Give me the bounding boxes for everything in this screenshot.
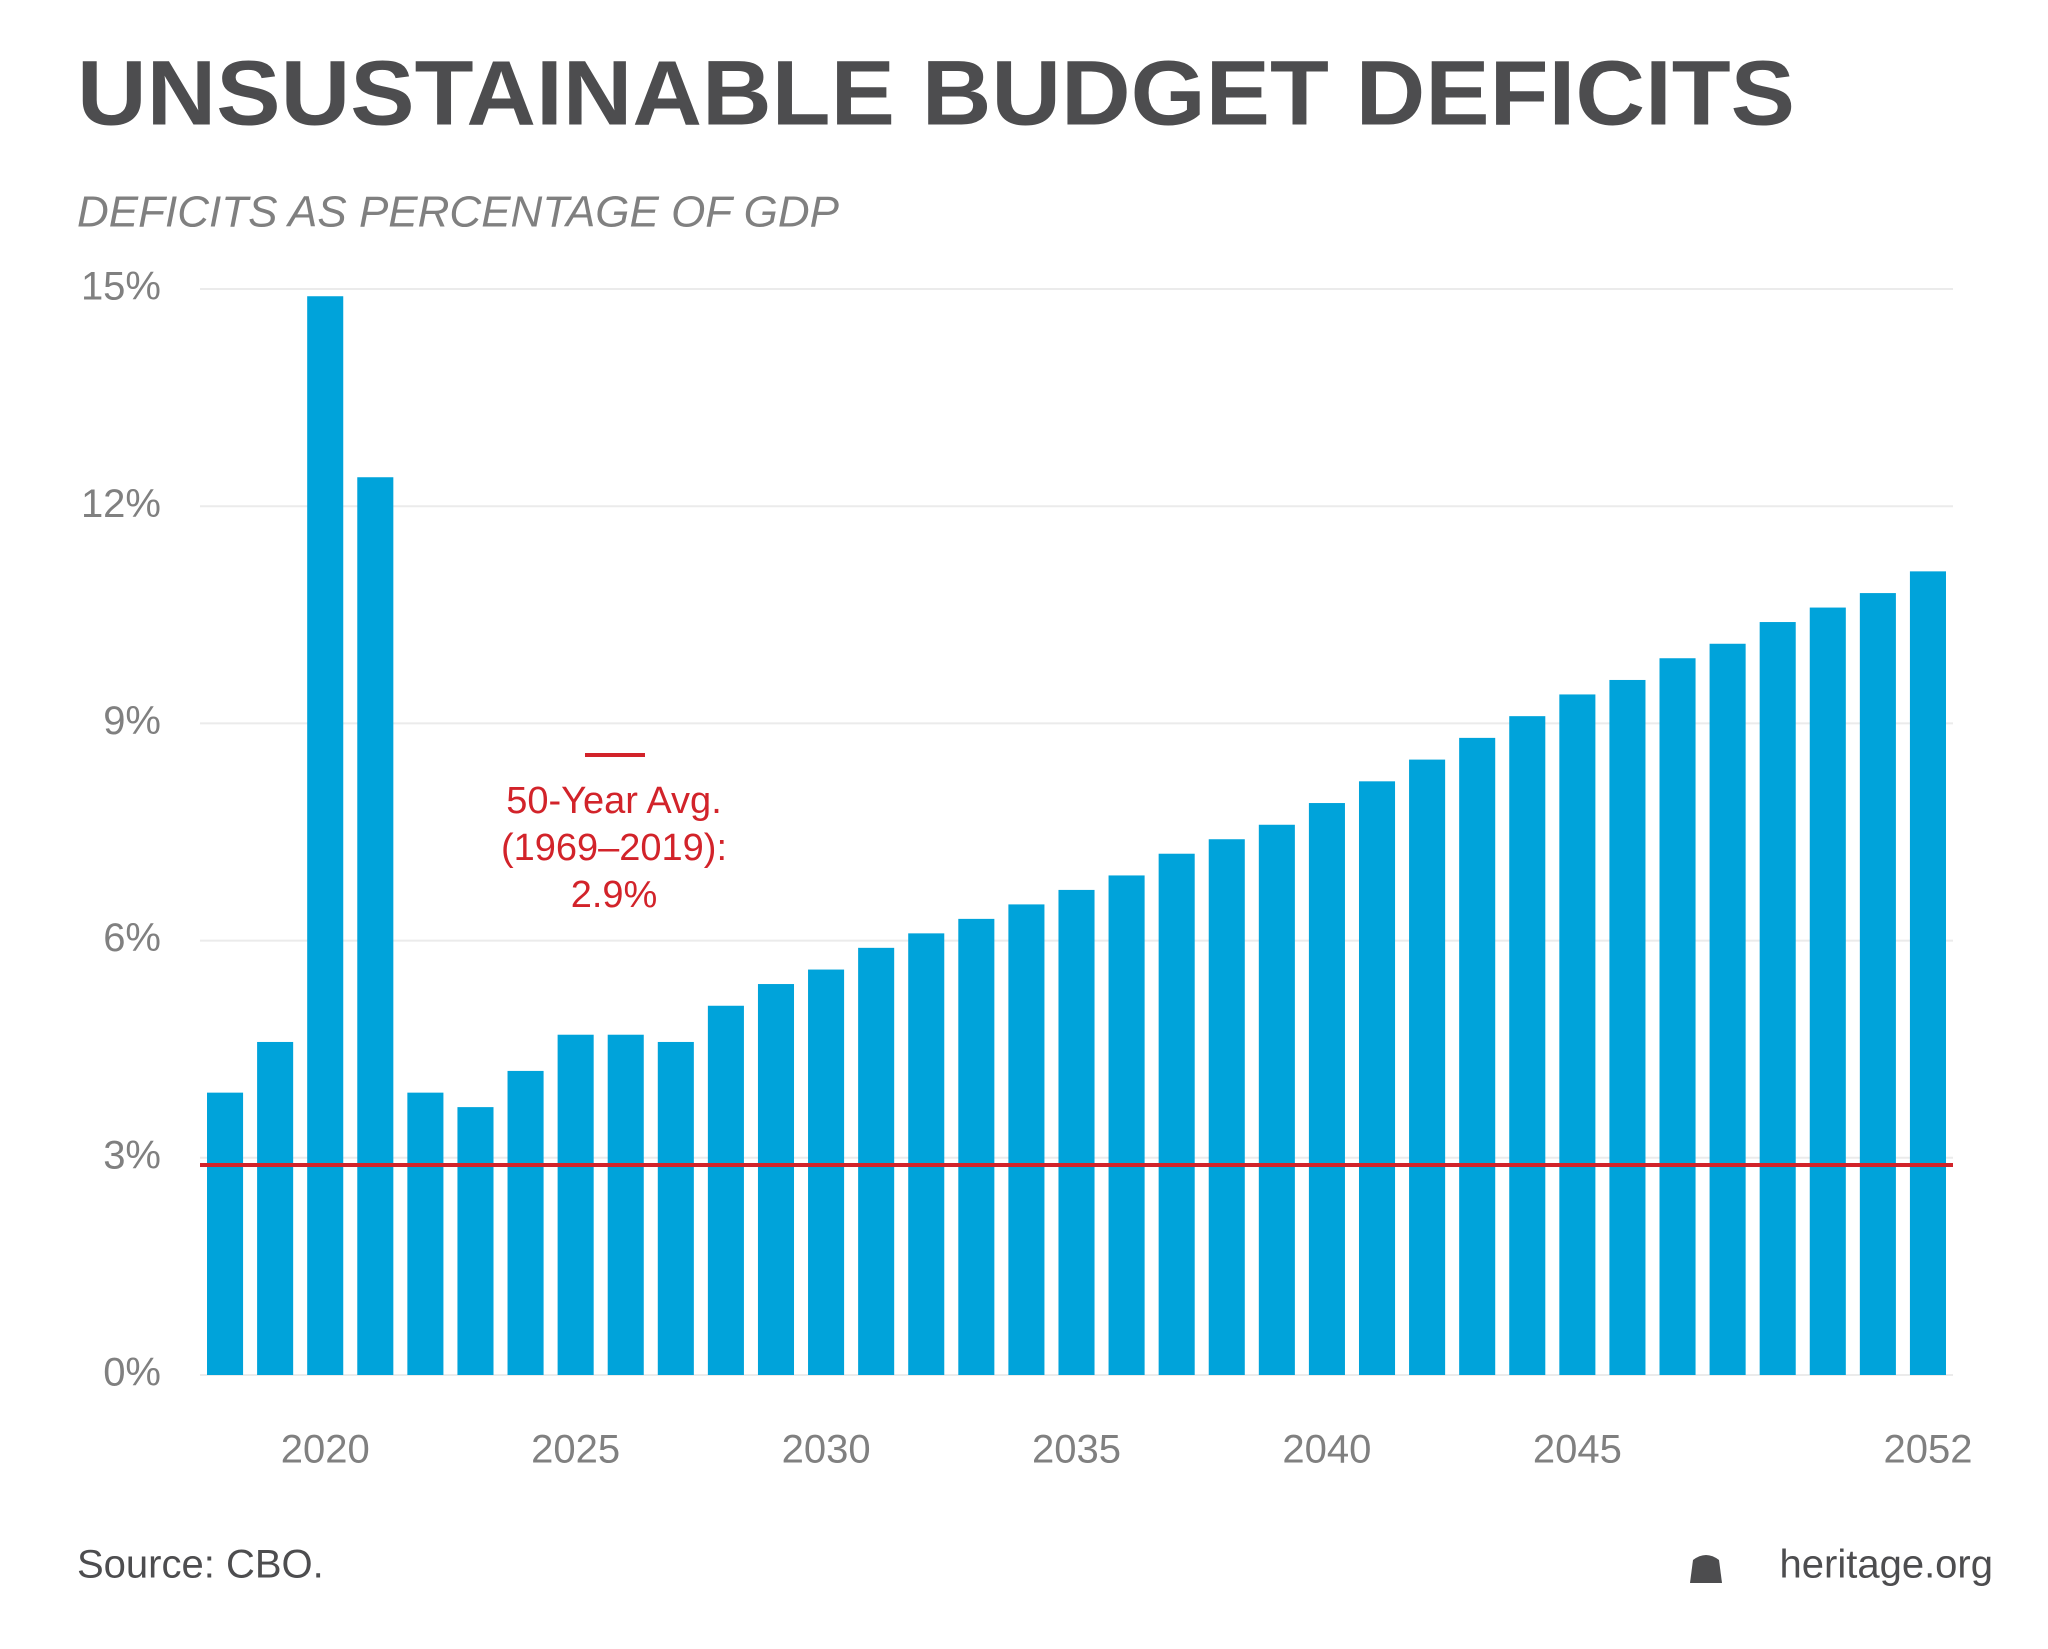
bar	[1609, 679, 1646, 1375]
y-tick-label: 0%	[103, 1351, 161, 1395]
bar	[1909, 571, 1946, 1375]
bar	[1659, 658, 1696, 1375]
y-tick-label: 9%	[103, 699, 161, 743]
bar	[307, 296, 344, 1375]
x-tick-label: 2052	[1883, 1428, 1972, 1472]
y-tick-label: 6%	[103, 916, 161, 960]
source: Source: CBO.	[77, 1543, 324, 1587]
x-tick-label: 2040	[1282, 1428, 1371, 1472]
bar	[1108, 875, 1145, 1375]
bar	[657, 1041, 694, 1375]
brand-icon	[1690, 1555, 1722, 1583]
bar	[1459, 737, 1496, 1375]
x-tick-label: 2045	[1533, 1428, 1622, 1472]
bar	[257, 1041, 294, 1375]
bar	[1058, 889, 1095, 1375]
brand: heritage.org	[1780, 1543, 1993, 1587]
reference-label: 50-Year Avg.	[506, 780, 722, 822]
bar	[858, 947, 895, 1375]
x-tick-label: 2030	[782, 1428, 871, 1472]
x-tick-label: 2035	[1032, 1428, 1121, 1472]
bar	[1809, 607, 1846, 1375]
y-tick-label: 12%	[81, 482, 161, 526]
chart-title: UNSUSTAINABLE BUDGET DEFICITS	[77, 42, 1795, 144]
x-tick-label: 2020	[281, 1428, 370, 1472]
y-tick-label: 15%	[81, 265, 161, 309]
bar	[457, 1107, 494, 1375]
bar	[908, 933, 945, 1375]
bar	[357, 477, 394, 1375]
reference-label: 2.9%	[571, 874, 658, 916]
bar	[1709, 643, 1746, 1375]
bar	[1759, 622, 1796, 1375]
bar	[1158, 853, 1195, 1375]
bar	[707, 1005, 744, 1375]
bar	[507, 1070, 544, 1375]
bar	[1308, 803, 1345, 1375]
bar	[958, 918, 995, 1375]
x-tick-label: 2025	[531, 1428, 620, 1472]
bar	[808, 969, 845, 1375]
y-tick-label: 3%	[103, 1133, 161, 1177]
bar	[1559, 694, 1596, 1375]
bar	[207, 1092, 244, 1375]
bar	[1208, 839, 1245, 1375]
bar	[1409, 759, 1446, 1375]
bar	[407, 1092, 444, 1375]
bar	[1008, 904, 1045, 1375]
reference-label: (1969–2019):	[501, 827, 727, 869]
bar	[757, 984, 795, 1375]
bar	[557, 1034, 594, 1375]
chart-subtitle: DEFICITS AS PERCENTAGE OF GDP	[77, 188, 840, 237]
bar	[607, 1034, 644, 1375]
bar	[1509, 716, 1546, 1375]
bar	[1358, 781, 1396, 1375]
bar	[1258, 824, 1295, 1375]
bar	[1859, 593, 1896, 1375]
